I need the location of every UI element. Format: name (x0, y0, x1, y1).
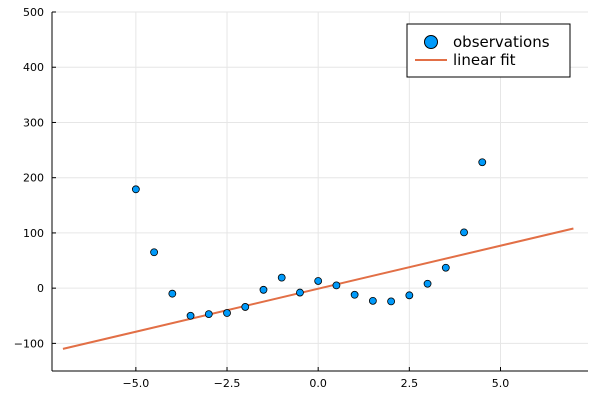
x-tick-label: 0.0 (309, 377, 327, 390)
data-point (478, 158, 487, 167)
data-point (405, 291, 414, 300)
x-tick-label: 2.5 (401, 377, 419, 390)
legend-label-observations: observations (453, 33, 550, 51)
data-point (186, 311, 195, 320)
data-point (368, 296, 377, 305)
data-point (277, 273, 286, 282)
data-point (350, 290, 359, 299)
grid-lines (52, 11, 588, 371)
y-tick-label: 0 (37, 282, 44, 295)
series-points (131, 158, 487, 320)
y-tick-label: 200 (23, 172, 44, 185)
y-tick-label: 100 (23, 227, 44, 240)
data-point (441, 263, 450, 272)
data-point (423, 279, 432, 288)
data-point (314, 277, 323, 285)
data-point (296, 288, 304, 297)
data-point (387, 297, 396, 306)
data-point (168, 289, 177, 298)
x-tick-label: −2.5 (214, 377, 241, 390)
y-tick-label: 300 (23, 116, 44, 129)
x-tick-label: −5.0 (123, 377, 150, 390)
y-tick-label: 500 (23, 6, 44, 19)
legend-marker-observations (424, 35, 438, 49)
data-point (223, 309, 231, 317)
legend-box (406, 23, 571, 78)
data-point (460, 228, 468, 237)
ticks: −5.0 −2.5 0.0 2.5 5.0 −100 0 100 200 300 400 500 (14, 6, 509, 390)
line-fit (62, 227, 574, 350)
legend-label-linear-fit: linear fit (453, 51, 516, 69)
data-point (332, 281, 341, 290)
data-point (241, 303, 250, 311)
series-lines (62, 227, 574, 350)
data-point (131, 185, 140, 194)
data-point (150, 248, 158, 257)
data-point (204, 310, 213, 319)
y-tick-label: −100 (14, 337, 44, 350)
axes (51, 12, 588, 372)
y-tick-label: 400 (23, 61, 44, 74)
legend: observations linear fit (406, 23, 571, 78)
data-point (259, 285, 268, 294)
x-tick-label: 5.0 (492, 377, 510, 390)
